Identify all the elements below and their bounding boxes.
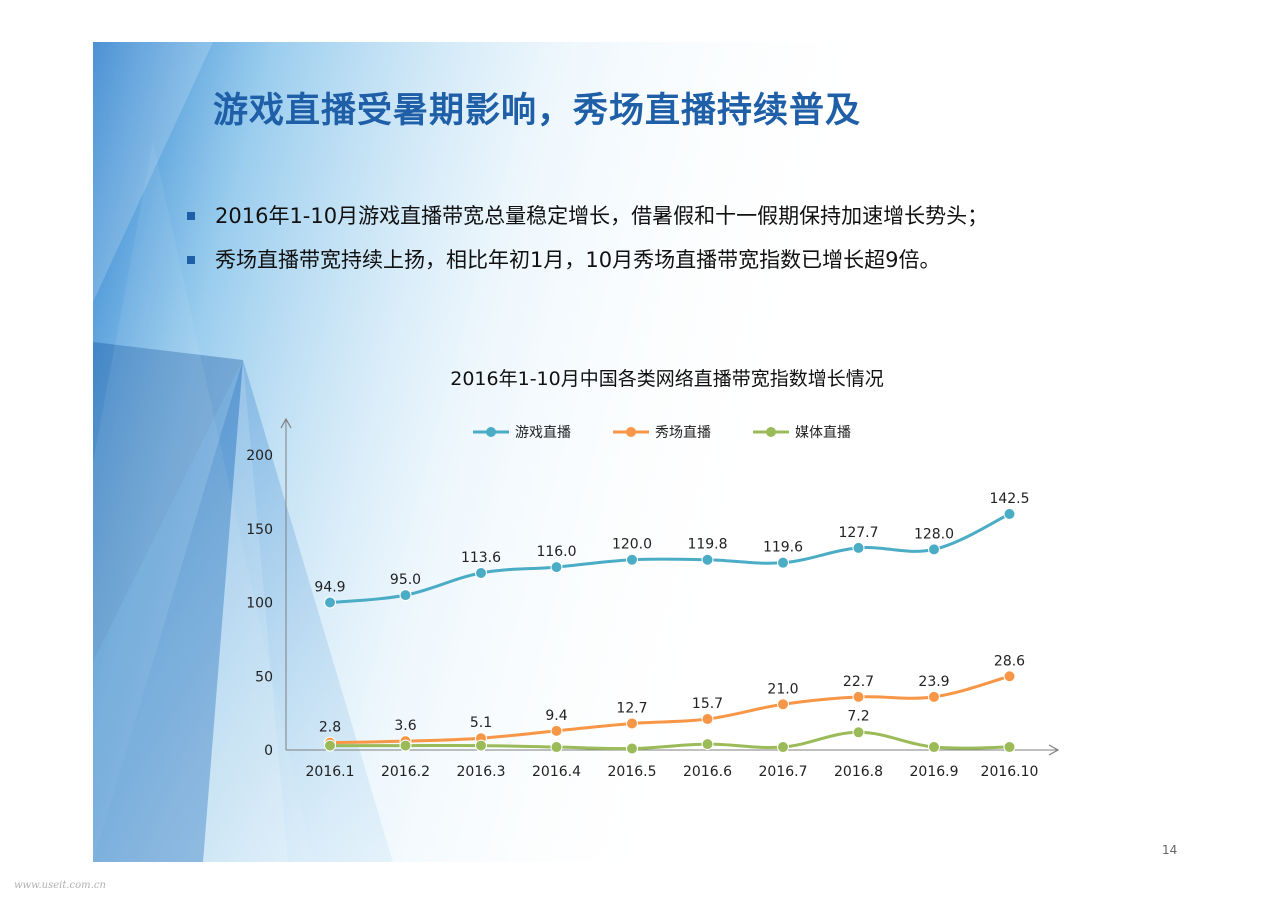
slide-title: 游戏直播受暑期影响，秀场直播持续普及: [213, 91, 862, 131]
data-label: 9.4: [545, 708, 567, 724]
data-label: 28.6: [994, 653, 1025, 669]
data-point-marker: [475, 739, 487, 752]
legend-label: 秀场直播: [655, 424, 711, 441]
square-bullet-icon: [187, 256, 195, 264]
data-point-marker: [399, 739, 412, 752]
y-tick-label: 50: [255, 669, 273, 685]
data-label: 23.9: [918, 674, 949, 690]
data-point-marker: [928, 543, 940, 556]
data-point-marker: [777, 698, 789, 711]
bullet-item: 秀场直播带宽持续上扬，相比年初1月，10月秀场直播带宽指数已增长超9倍。: [185, 246, 988, 290]
data-label: 94.9: [314, 580, 345, 596]
legend-label: 游戏直播: [515, 424, 571, 441]
data-label: 5.1: [470, 715, 492, 731]
bullet-text: 秀场直播带宽持续上扬，相比年初1月，10月秀场直播带宽指数已增长超9倍。: [215, 248, 941, 272]
y-tick-label: 200: [246, 448, 273, 464]
data-point-marker: [852, 690, 865, 703]
square-bullet-icon: [187, 212, 195, 220]
data-label: 21.0: [767, 681, 798, 697]
y-tick-label: 0: [264, 743, 273, 759]
data-point-marker: [1003, 741, 1016, 754]
x-tick-label: 2016.9: [910, 764, 959, 780]
data-label: 113.6: [461, 550, 501, 566]
data-label: 2.8: [319, 720, 341, 736]
watermark: www.useit.com.cn: [14, 880, 106, 891]
x-tick-label: 2016.4: [532, 764, 581, 780]
data-label: 128.0: [914, 526, 954, 542]
bullet-item: 2016年1-10月游戏直播带宽总量稳定增长，借暑假和十一假期保持加速增长势头；: [185, 202, 988, 246]
data-point-marker: [626, 717, 638, 730]
data-point-marker: [550, 724, 563, 737]
x-tick-label: 2016.1: [306, 764, 355, 780]
x-tick-label: 2016.8: [834, 764, 883, 780]
data-point-marker: [475, 567, 487, 579]
series-line: [329, 512, 1011, 604]
y-tick-label: 150: [246, 522, 273, 538]
x-tick-label: 2016.3: [457, 764, 506, 780]
data-point-marker: [626, 742, 638, 755]
data-label: 95.0: [390, 572, 421, 588]
x-tick-label: 2016.5: [608, 764, 657, 780]
data-point-marker: [701, 713, 714, 726]
data-point-marker: [928, 741, 940, 754]
background-decoration: [93, 42, 1196, 862]
data-point-marker: [399, 589, 412, 602]
data-label: 116.0: [536, 544, 576, 560]
data-point-marker: [852, 726, 865, 739]
data-point-marker: [626, 553, 638, 566]
data-point-marker: [777, 741, 789, 754]
x-tick-label: 2016.10: [981, 764, 1039, 780]
data-label: 7.2: [847, 708, 869, 724]
page-number: 14: [1162, 843, 1178, 857]
series-line: [329, 674, 1010, 745]
data-label: 142.5: [989, 491, 1029, 507]
data-label: 15.7: [692, 696, 723, 712]
legend-swatch-marker: [626, 427, 636, 437]
y-axis-arrow-icon: [280, 417, 292, 429]
data-point-marker: [777, 556, 789, 569]
x-tick-label: 2016.2: [381, 764, 430, 780]
x-tick-label: 2016.7: [759, 764, 808, 780]
legend-swatch-marker: [486, 427, 496, 437]
data-point-marker: [701, 738, 714, 751]
x-tick-label: 2016.6: [683, 764, 732, 780]
legend-label: 媒体直播: [795, 424, 851, 441]
data-point-marker: [1003, 508, 1016, 520]
data-label: 119.8: [687, 537, 727, 553]
data-point-marker: [852, 541, 865, 554]
data-label: 22.7: [843, 674, 874, 690]
x-axis-arrow-icon: [1048, 744, 1060, 756]
legend-swatch-marker: [766, 427, 776, 437]
data-point-marker: [324, 739, 336, 752]
data-label: 119.6: [763, 540, 803, 556]
data-point-marker: [550, 561, 563, 574]
data-point-marker: [324, 596, 336, 609]
data-point-marker: [550, 741, 563, 754]
slide: 游戏直播受暑期影响，秀场直播持续普及 2016年1-10月游戏直播带宽总量稳定增…: [93, 42, 1196, 862]
data-label: 127.7: [838, 525, 878, 541]
data-label: 120.0: [612, 537, 652, 553]
data-label: 12.7: [616, 700, 647, 716]
bullet-list: 2016年1-10月游戏直播带宽总量稳定增长，借暑假和十一假期保持加速增长势头；…: [185, 202, 988, 290]
chart-title: 2016年1-10月中国各类网络直播带宽指数增长情况: [450, 368, 883, 390]
data-point-marker: [928, 690, 940, 703]
bullet-text: 2016年1-10月游戏直播带宽总量稳定增长，借暑假和十一假期保持加速增长势头；: [215, 204, 989, 228]
series-line: [330, 730, 1010, 751]
y-tick-label: 100: [246, 596, 273, 612]
data-point-marker: [1003, 670, 1016, 683]
data-point-marker: [701, 553, 714, 566]
data-label: 3.6: [394, 718, 416, 734]
